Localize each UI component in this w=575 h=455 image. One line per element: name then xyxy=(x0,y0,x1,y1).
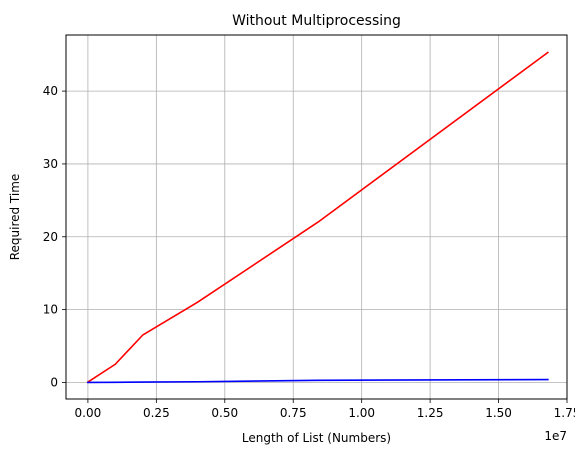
x-tick-label: 0.00 xyxy=(75,406,102,420)
y-tick-label: 20 xyxy=(43,230,58,244)
x-tick-label: 1.00 xyxy=(348,406,375,420)
y-tick-label: 30 xyxy=(43,157,58,171)
y-tick-label: 10 xyxy=(43,303,58,317)
x-tick-label: 1.50 xyxy=(485,406,512,420)
plot-frame xyxy=(65,34,568,400)
y-tick-label: 40 xyxy=(43,84,58,98)
series-line-0 xyxy=(86,51,549,384)
series-layer xyxy=(86,51,549,384)
x-tick-label: 1.75 xyxy=(554,406,575,420)
grid xyxy=(66,35,568,399)
x-tick-label: 0.25 xyxy=(143,406,170,420)
ticks: 0.00 0.25 0.50 0.75 1.00 1.25 1.50 1.75 0 10 20 30 4… xyxy=(43,84,575,420)
chart-title: Without Multiprocessing xyxy=(232,13,401,29)
x-axis-offset-text: 1e7 xyxy=(544,429,567,443)
x-tick-label: 1.25 xyxy=(417,406,444,420)
y-axis-label: Required Time xyxy=(8,174,22,261)
y-tick-label: 0 xyxy=(50,375,58,389)
series-line-1 xyxy=(87,378,549,384)
x-tick-label: 0.75 xyxy=(280,406,307,420)
x-axis-label: Length of List (Numbers) xyxy=(242,431,391,445)
x-tick-label: 0.50 xyxy=(211,406,238,420)
